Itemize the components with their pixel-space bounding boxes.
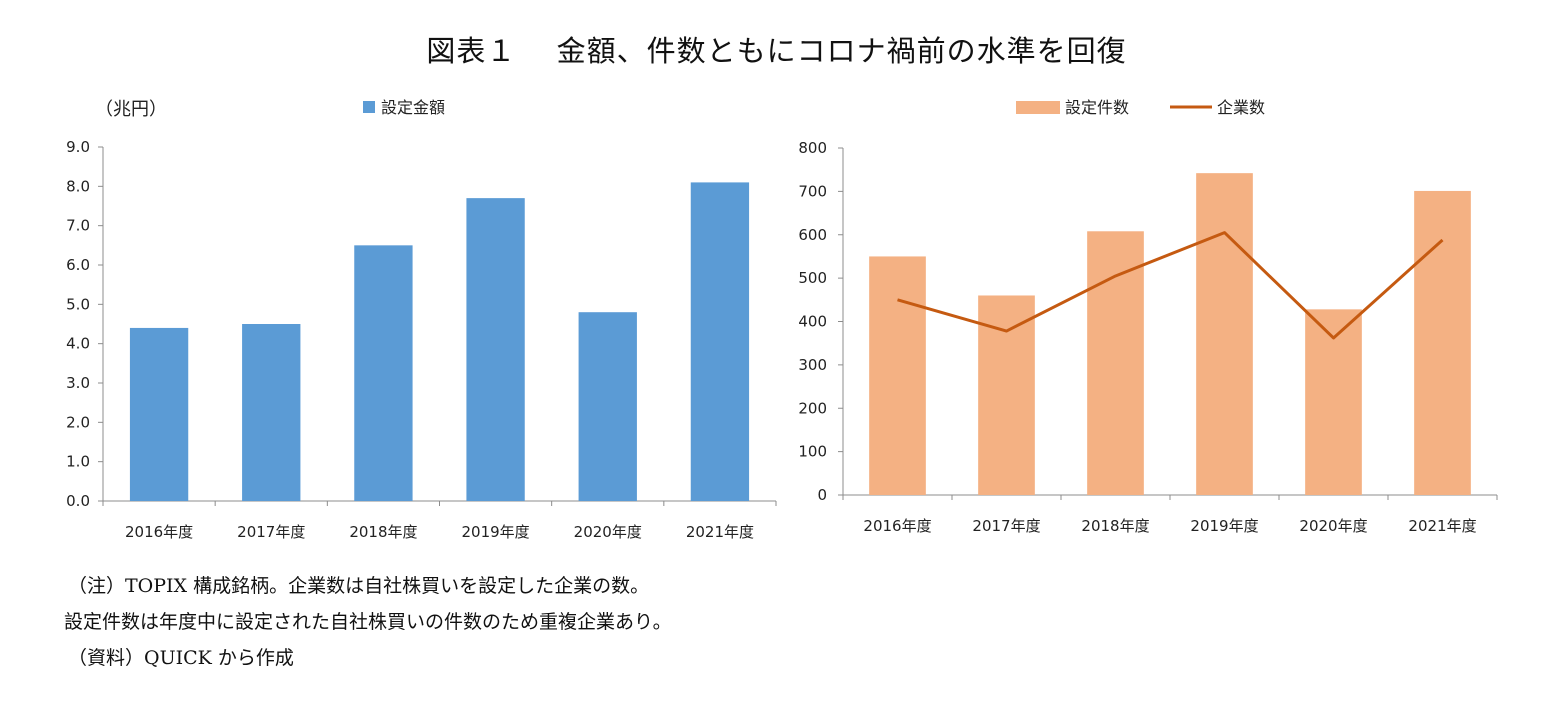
bar (466, 198, 525, 501)
x-category-label: 2021年度 (1408, 517, 1476, 535)
figure-title: 図表１ 金額、件数ともにコロナ禍前の水準を回復 (426, 34, 1127, 68)
bar (1196, 173, 1253, 495)
note-line-3: （資料）QUICK から作成 (68, 647, 294, 669)
y-tick-label: 4.0 (66, 335, 90, 353)
x-category-label: 2018年度 (1081, 517, 1149, 535)
legend-label-companies: 企業数 (1217, 98, 1265, 117)
y-tick-label: 0.0 (66, 492, 90, 510)
notes: （注）TOPIX 構成銘柄。企業数は自社株買いを設定した企業の数。 設定件数は年… (64, 568, 672, 676)
bar (578, 312, 637, 501)
bar (1087, 231, 1144, 495)
y-tick-label: 2.0 (66, 413, 90, 431)
x-category-label: 2016年度 (863, 517, 931, 535)
amount-bar-chart: （兆円） 設定金額 0.0 1.0 2.0 3.0 4.0 5.0 6.0 7.0 8.0 9.0… (66, 98, 777, 541)
bar (690, 182, 750, 501)
count-combo-chart: 設定件数 企業数 0 100 200 300 400 500 600 700 800 2016年度… (798, 98, 1498, 535)
x-category-label: 2020年度 (1299, 517, 1367, 535)
y-tick-label: 800 (798, 139, 827, 157)
y-tick-label: 400 (798, 313, 827, 331)
y-tick-label: 600 (798, 226, 827, 244)
x-category-label: 2019年度 (1190, 517, 1258, 535)
legend-label-count: 設定件数 (1065, 98, 1129, 117)
y-tick-label: 700 (798, 182, 827, 200)
x-category-label: 2021年度 (686, 523, 754, 541)
x-category-label: 2019年度 (461, 523, 529, 541)
y-tick-label: 100 (798, 443, 827, 461)
x-category-label: 2020年度 (574, 523, 642, 541)
unit-label: （兆円） (95, 99, 167, 120)
y-tick-label: 8.0 (66, 177, 90, 195)
y-tick-label: 6.0 (66, 256, 90, 274)
y-tick-label: 300 (798, 356, 827, 374)
bar (129, 327, 189, 501)
y-tick-label: 200 (798, 399, 827, 417)
bar (1305, 309, 1362, 495)
y-tick-label: 1.0 (66, 453, 90, 471)
bar (354, 245, 413, 501)
x-category-label: 2016年度 (125, 523, 193, 541)
bar (1414, 190, 1471, 495)
y-tick-label: 7.0 (66, 217, 90, 235)
legend-swatch-count (1016, 101, 1060, 114)
bar (869, 256, 926, 495)
y-tick-label: 3.0 (66, 374, 90, 392)
bar (242, 324, 301, 501)
legend-swatch-amount (363, 101, 375, 113)
note-line-2: 設定件数は年度中に設定された自社株買いの件数のため重複企業あり。 (64, 611, 672, 633)
x-category-label: 2017年度 (972, 517, 1040, 535)
note-line-1: （注）TOPIX 構成銘柄。企業数は自社株買いを設定した企業の数。 (68, 575, 650, 597)
series-line (897, 231, 1444, 340)
bar (978, 295, 1035, 495)
legend-label-amount: 設定金額 (381, 98, 445, 117)
y-tick-label: 500 (798, 269, 827, 287)
y-tick-label: 0 (817, 486, 827, 504)
y-tick-label: 5.0 (66, 295, 90, 313)
x-category-label: 2017年度 (237, 523, 305, 541)
y-tick-label: 9.0 (66, 138, 90, 156)
x-category-label: 2018年度 (349, 523, 417, 541)
